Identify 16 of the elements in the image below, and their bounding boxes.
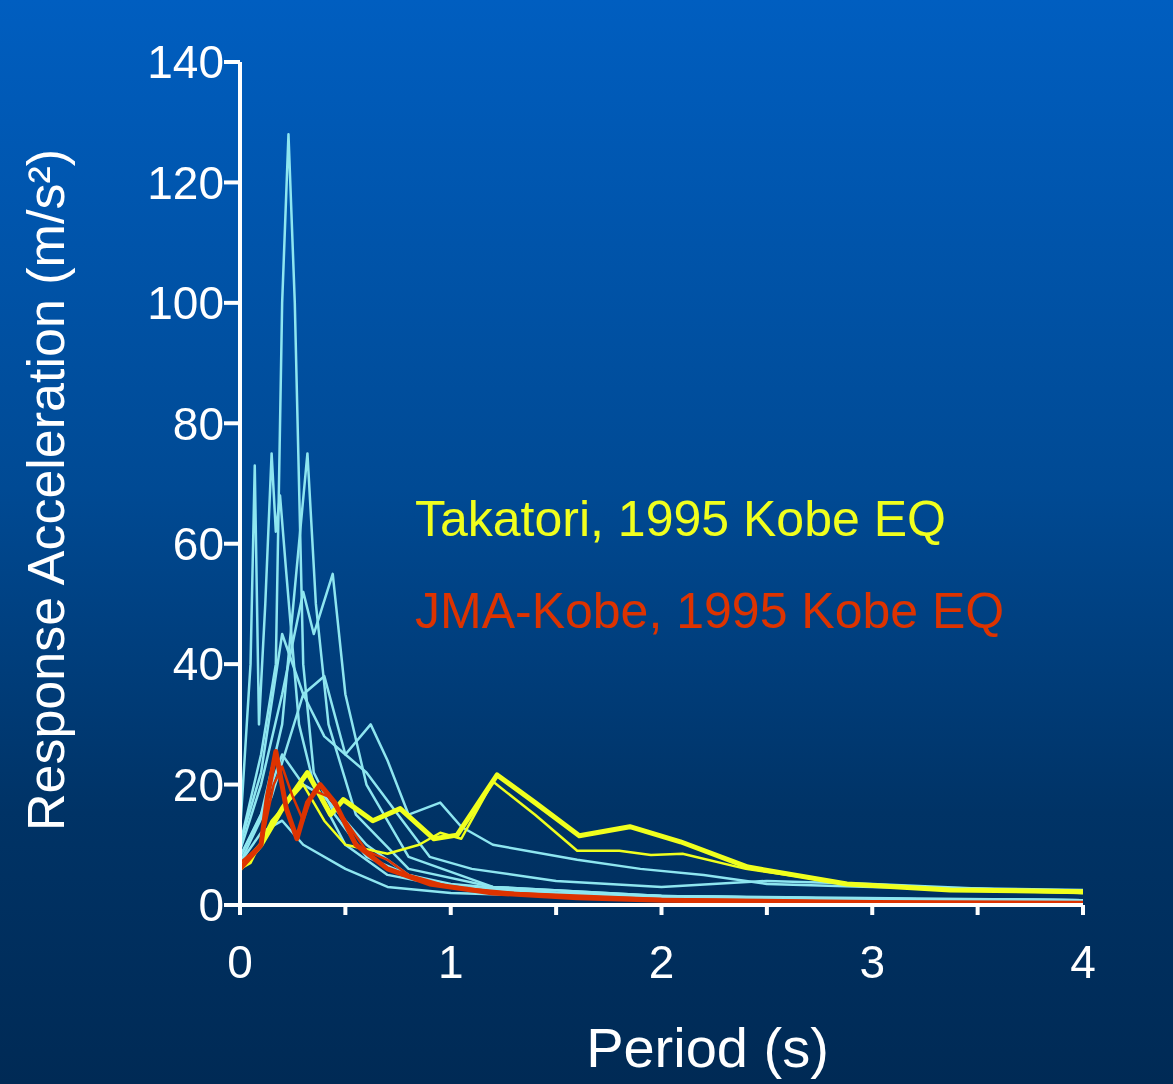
x-tick-label: 4 — [1070, 935, 1096, 988]
y-tick-label: 0 — [198, 879, 224, 932]
y-tick-label: 40 — [172, 638, 224, 691]
x-axis-title: Period (s) — [586, 1016, 829, 1079]
y-tick-label: 20 — [172, 758, 224, 811]
y-axis-title: Response Acceleration (m/s²) — [16, 148, 76, 832]
text: JMA-Kobe, 1995 Kobe EQ — [415, 582, 1005, 640]
y-tick-label: 140 — [147, 36, 224, 89]
x-tick-label: 2 — [648, 935, 675, 988]
x-tick-label: 1 — [437, 935, 464, 988]
y-tick-label: 60 — [172, 518, 224, 571]
y-tick-label: 80 — [172, 397, 224, 450]
x-tick-label: 3 — [859, 935, 886, 988]
y-tick-label: 120 — [147, 156, 224, 209]
text: Takatori, 1995 Kobe EQ — [415, 490, 946, 548]
y-tick-label: 100 — [147, 277, 224, 330]
